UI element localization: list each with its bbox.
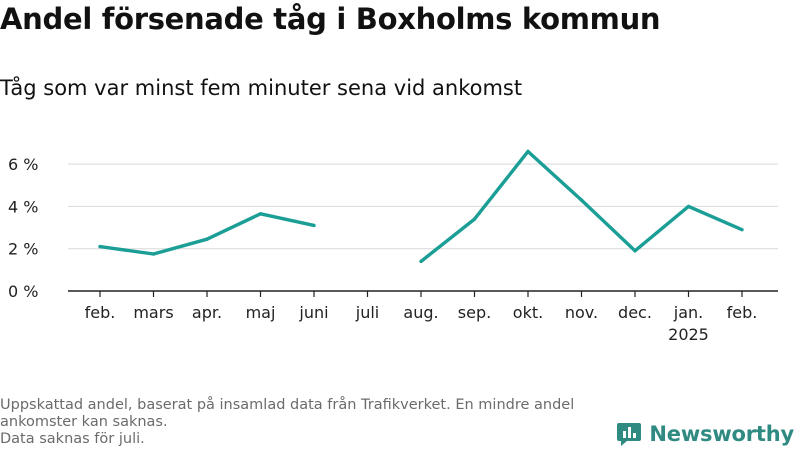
data-point	[258, 212, 263, 216]
chart-subtitle: Tåg som var minst fem minuter sena vid a…	[0, 76, 523, 100]
x-tick-label: feb.	[85, 303, 116, 322]
data-point	[312, 223, 316, 228]
x-tick-label: juli	[355, 303, 379, 322]
footer-line-2: Data saknas för juli.	[0, 431, 145, 447]
footer-line-1: Uppskattad andel, baserat på insamlad da…	[0, 397, 575, 430]
x-tick-label: jan.	[673, 303, 703, 322]
data-point	[526, 149, 530, 154]
x-tick-label: juni	[298, 303, 328, 322]
x-tick-label: apr.	[192, 303, 222, 322]
x-tick-label: aug.	[403, 303, 438, 322]
x-tick-label: okt.	[513, 303, 543, 322]
data-point	[686, 204, 691, 209]
y-tick-label: 0 %	[8, 282, 38, 301]
data-point	[98, 244, 102, 249]
series-line	[99, 212, 315, 256]
line-chart: 0 % 2 % 4 % 6 % feb. mars apr. maj juni juli aug. s…	[8, 149, 778, 344]
footer-note: Uppskattad andel, baserat på insamlad da…	[0, 397, 640, 448]
data-point	[151, 252, 156, 256]
data-point	[633, 249, 637, 253]
data-point	[472, 217, 477, 221]
y-tick-label: 4 %	[8, 197, 38, 216]
logo-icon	[617, 421, 642, 447]
data-point	[205, 237, 209, 241]
x-tick-sublabel: 2025	[668, 325, 709, 344]
data-point	[579, 198, 584, 202]
y-tick-label: 2 %	[8, 240, 38, 259]
newsworthy-logo: Newsworthy	[617, 420, 794, 448]
logo-text: Newsworthy	[649, 422, 794, 446]
x-tick-label: mars	[133, 303, 173, 322]
chart-title: Andel försenade tåg i Boxholms kommun	[0, 2, 661, 36]
x-tick-label: feb.	[727, 303, 758, 322]
x-tick-label: dec.	[618, 303, 652, 322]
y-tick-label: 6 %	[8, 155, 38, 174]
x-tick-label: maj	[246, 303, 276, 322]
data-point	[740, 227, 744, 232]
x-tick-label: sep.	[458, 303, 491, 322]
data-point	[419, 259, 423, 264]
x-tick-label: nov.	[565, 303, 598, 322]
